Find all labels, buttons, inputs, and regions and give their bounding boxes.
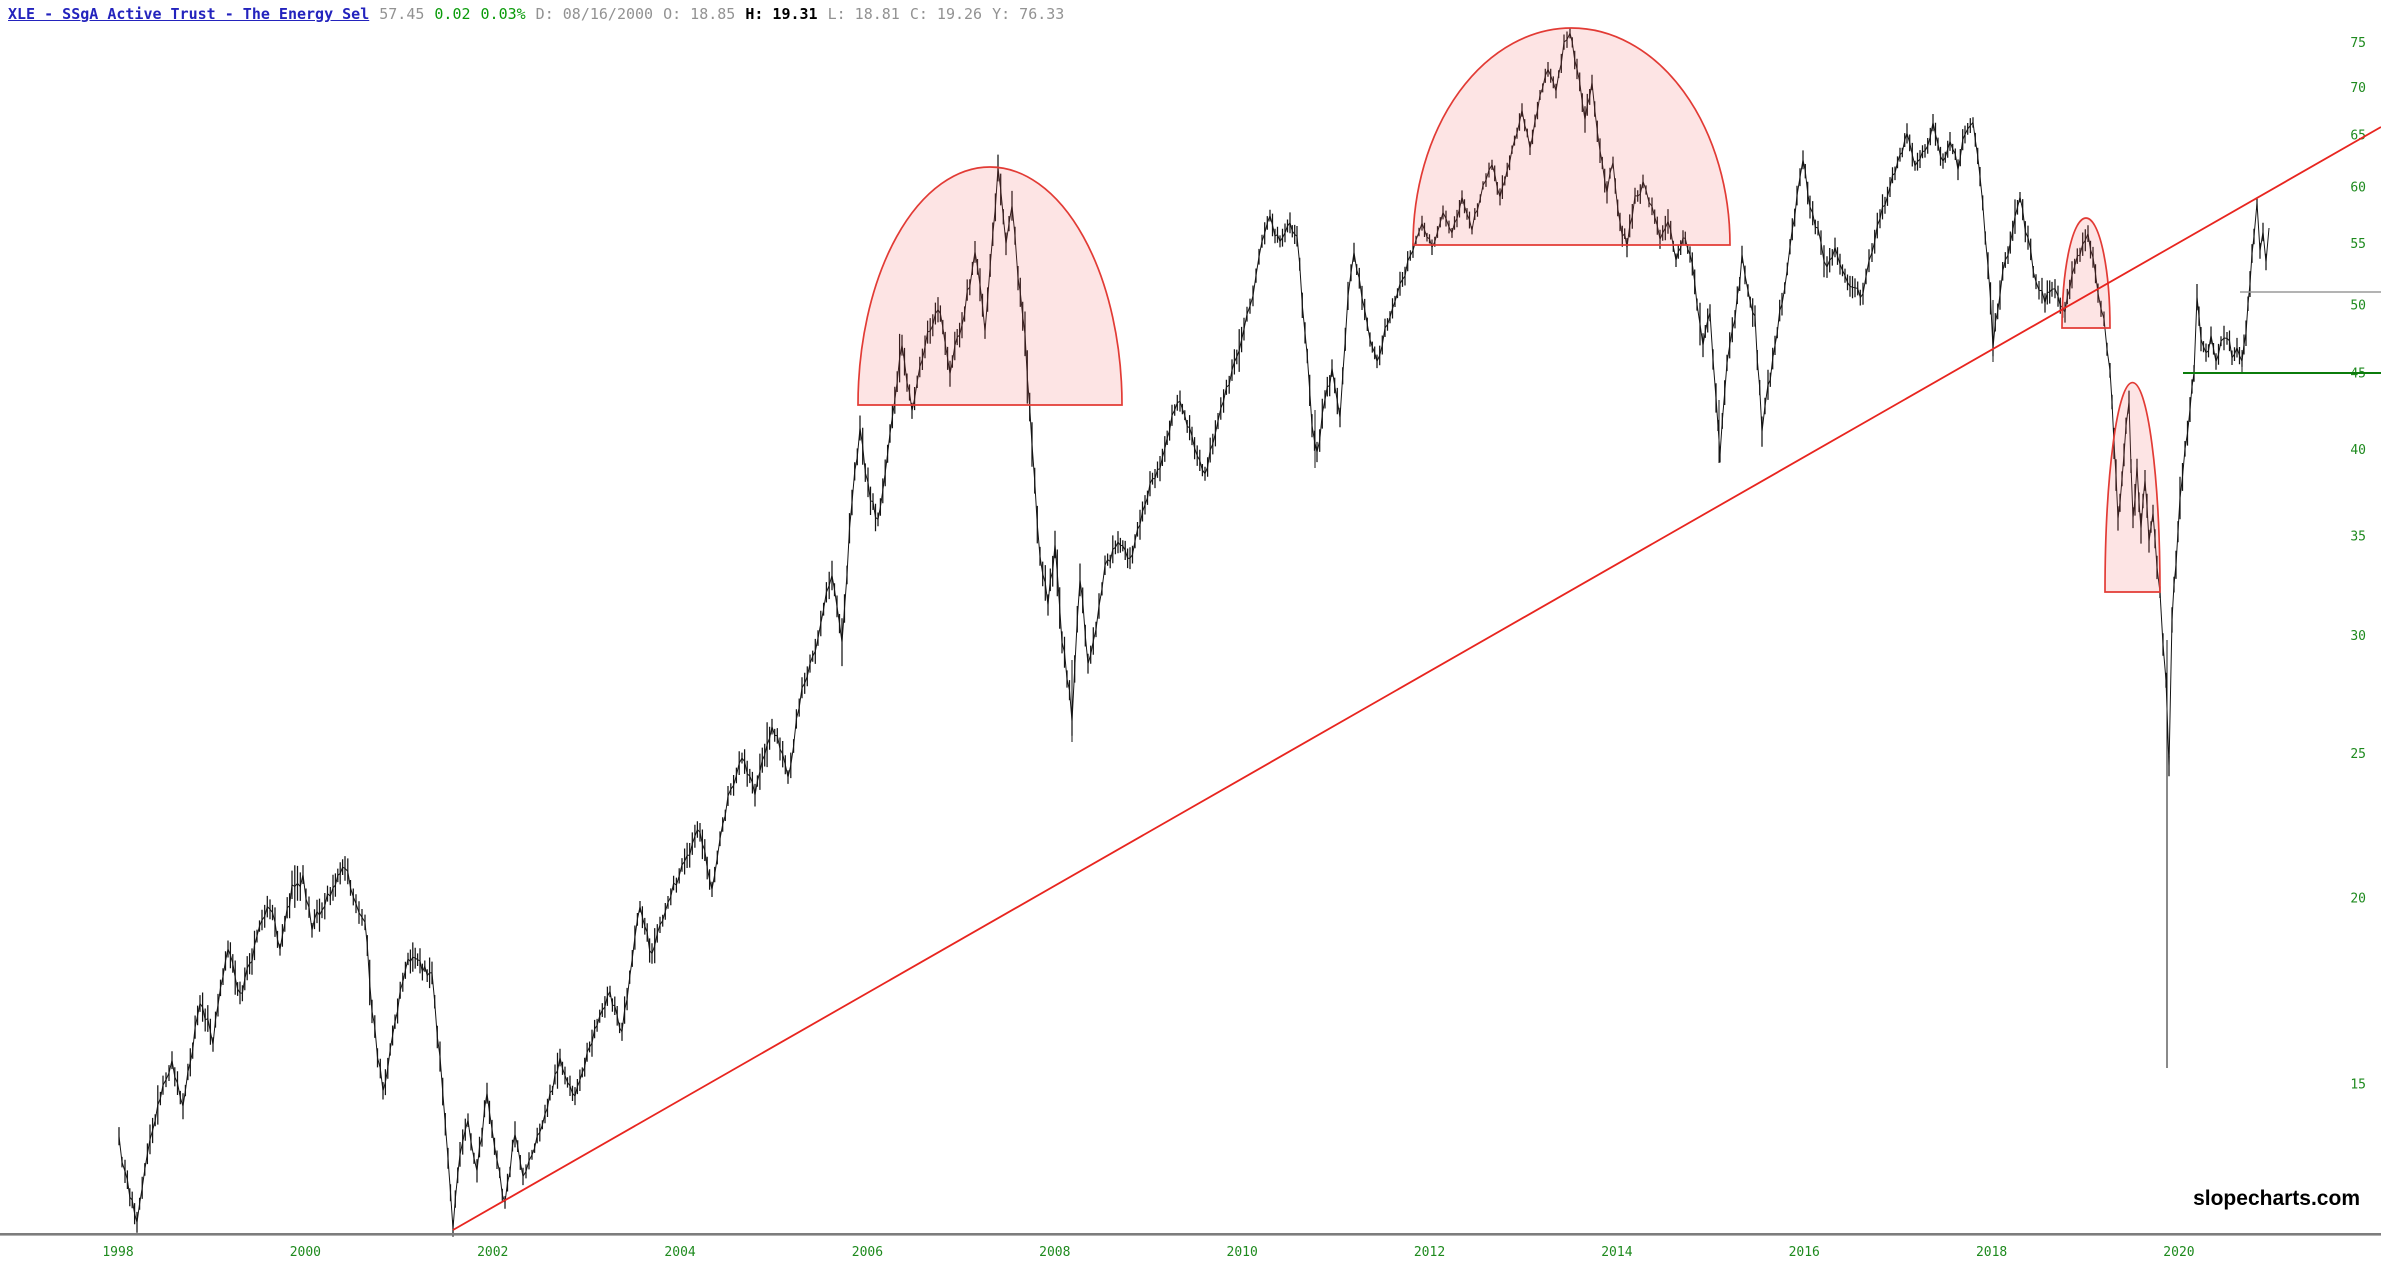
quote-high: H: 19.31	[745, 5, 818, 23]
ticker-link[interactable]: XLE - SSgA Active Trust - The Energy Sel	[8, 5, 370, 23]
change-value: 0.02	[434, 5, 471, 23]
y-tick-label: 40	[2350, 443, 2366, 458]
y-tick-label: 45	[2350, 367, 2366, 382]
price-series	[118, 27, 2270, 1237]
y-tick-label: 15	[2350, 1078, 2366, 1093]
axes: 1998 2000 2002 2004 2006 2008 2010 2012 2014 2016…	[0, 36, 2381, 1260]
x-tick-label: 2008	[1039, 1245, 1070, 1260]
y-tick-label: 65	[2350, 129, 2366, 144]
x-tick-label: 2018	[1976, 1245, 2007, 1260]
dome-annotation[interactable]	[2104, 381, 2161, 593]
price-spikes	[1071, 300, 2243, 1068]
last-price: 57.45	[379, 5, 425, 23]
x-tick-label: 1998	[102, 1245, 133, 1260]
trendline[interactable]	[452, 126, 2381, 1231]
quote-close: C: 19.26	[909, 5, 983, 23]
dome-annotation[interactable]	[2061, 217, 2111, 329]
support-lines[interactable]	[452, 126, 2381, 1231]
price-bars	[118, 27, 2267, 1237]
quote-header: XLE - SSgA Active Trust - The Energy Sel…	[8, 5, 1064, 23]
y-tick-label: 75	[2350, 36, 2366, 51]
y-tick-label: 70	[2350, 81, 2366, 96]
dome-annotations[interactable]	[857, 27, 2161, 593]
dome-annotation[interactable]	[857, 166, 1123, 406]
x-tick-label: 2004	[664, 1245, 695, 1260]
y-tick-label: 30	[2350, 629, 2366, 644]
x-tick-label: 2016	[1789, 1245, 1820, 1260]
x-tick-label: 2012	[1414, 1245, 1445, 1260]
x-axis-bar	[0, 1233, 2381, 1236]
price-line	[118, 31, 2270, 1229]
y-tick-label: 50	[2350, 299, 2366, 314]
y-tick-label: 60	[2350, 181, 2366, 196]
watermark: slopecharts.com	[2193, 1187, 2360, 1210]
y-tick-label: 25	[2350, 747, 2366, 762]
x-tick-label: 2020	[2163, 1245, 2194, 1260]
y-tick-label: 35	[2350, 529, 2366, 544]
quote-date: D: 08/16/2000	[535, 5, 654, 23]
x-tick-label: 2006	[852, 1245, 883, 1260]
x-tick-label: 2014	[1601, 1245, 1632, 1260]
dome-annotation[interactable]	[1412, 27, 1731, 246]
quote-low: L: 18.81	[827, 5, 900, 23]
change-percent: 0.03%	[480, 5, 526, 23]
y-tick-label: 20	[2350, 891, 2366, 906]
x-tick-label: 2000	[290, 1245, 321, 1260]
x-tick-label: 2010	[1227, 1245, 1258, 1260]
y-tick-label: 55	[2350, 237, 2366, 252]
quote-year-high: Y: 76.33	[992, 5, 1065, 23]
quote-open: O: 18.85	[663, 5, 736, 23]
x-tick-label: 2002	[477, 1245, 508, 1260]
